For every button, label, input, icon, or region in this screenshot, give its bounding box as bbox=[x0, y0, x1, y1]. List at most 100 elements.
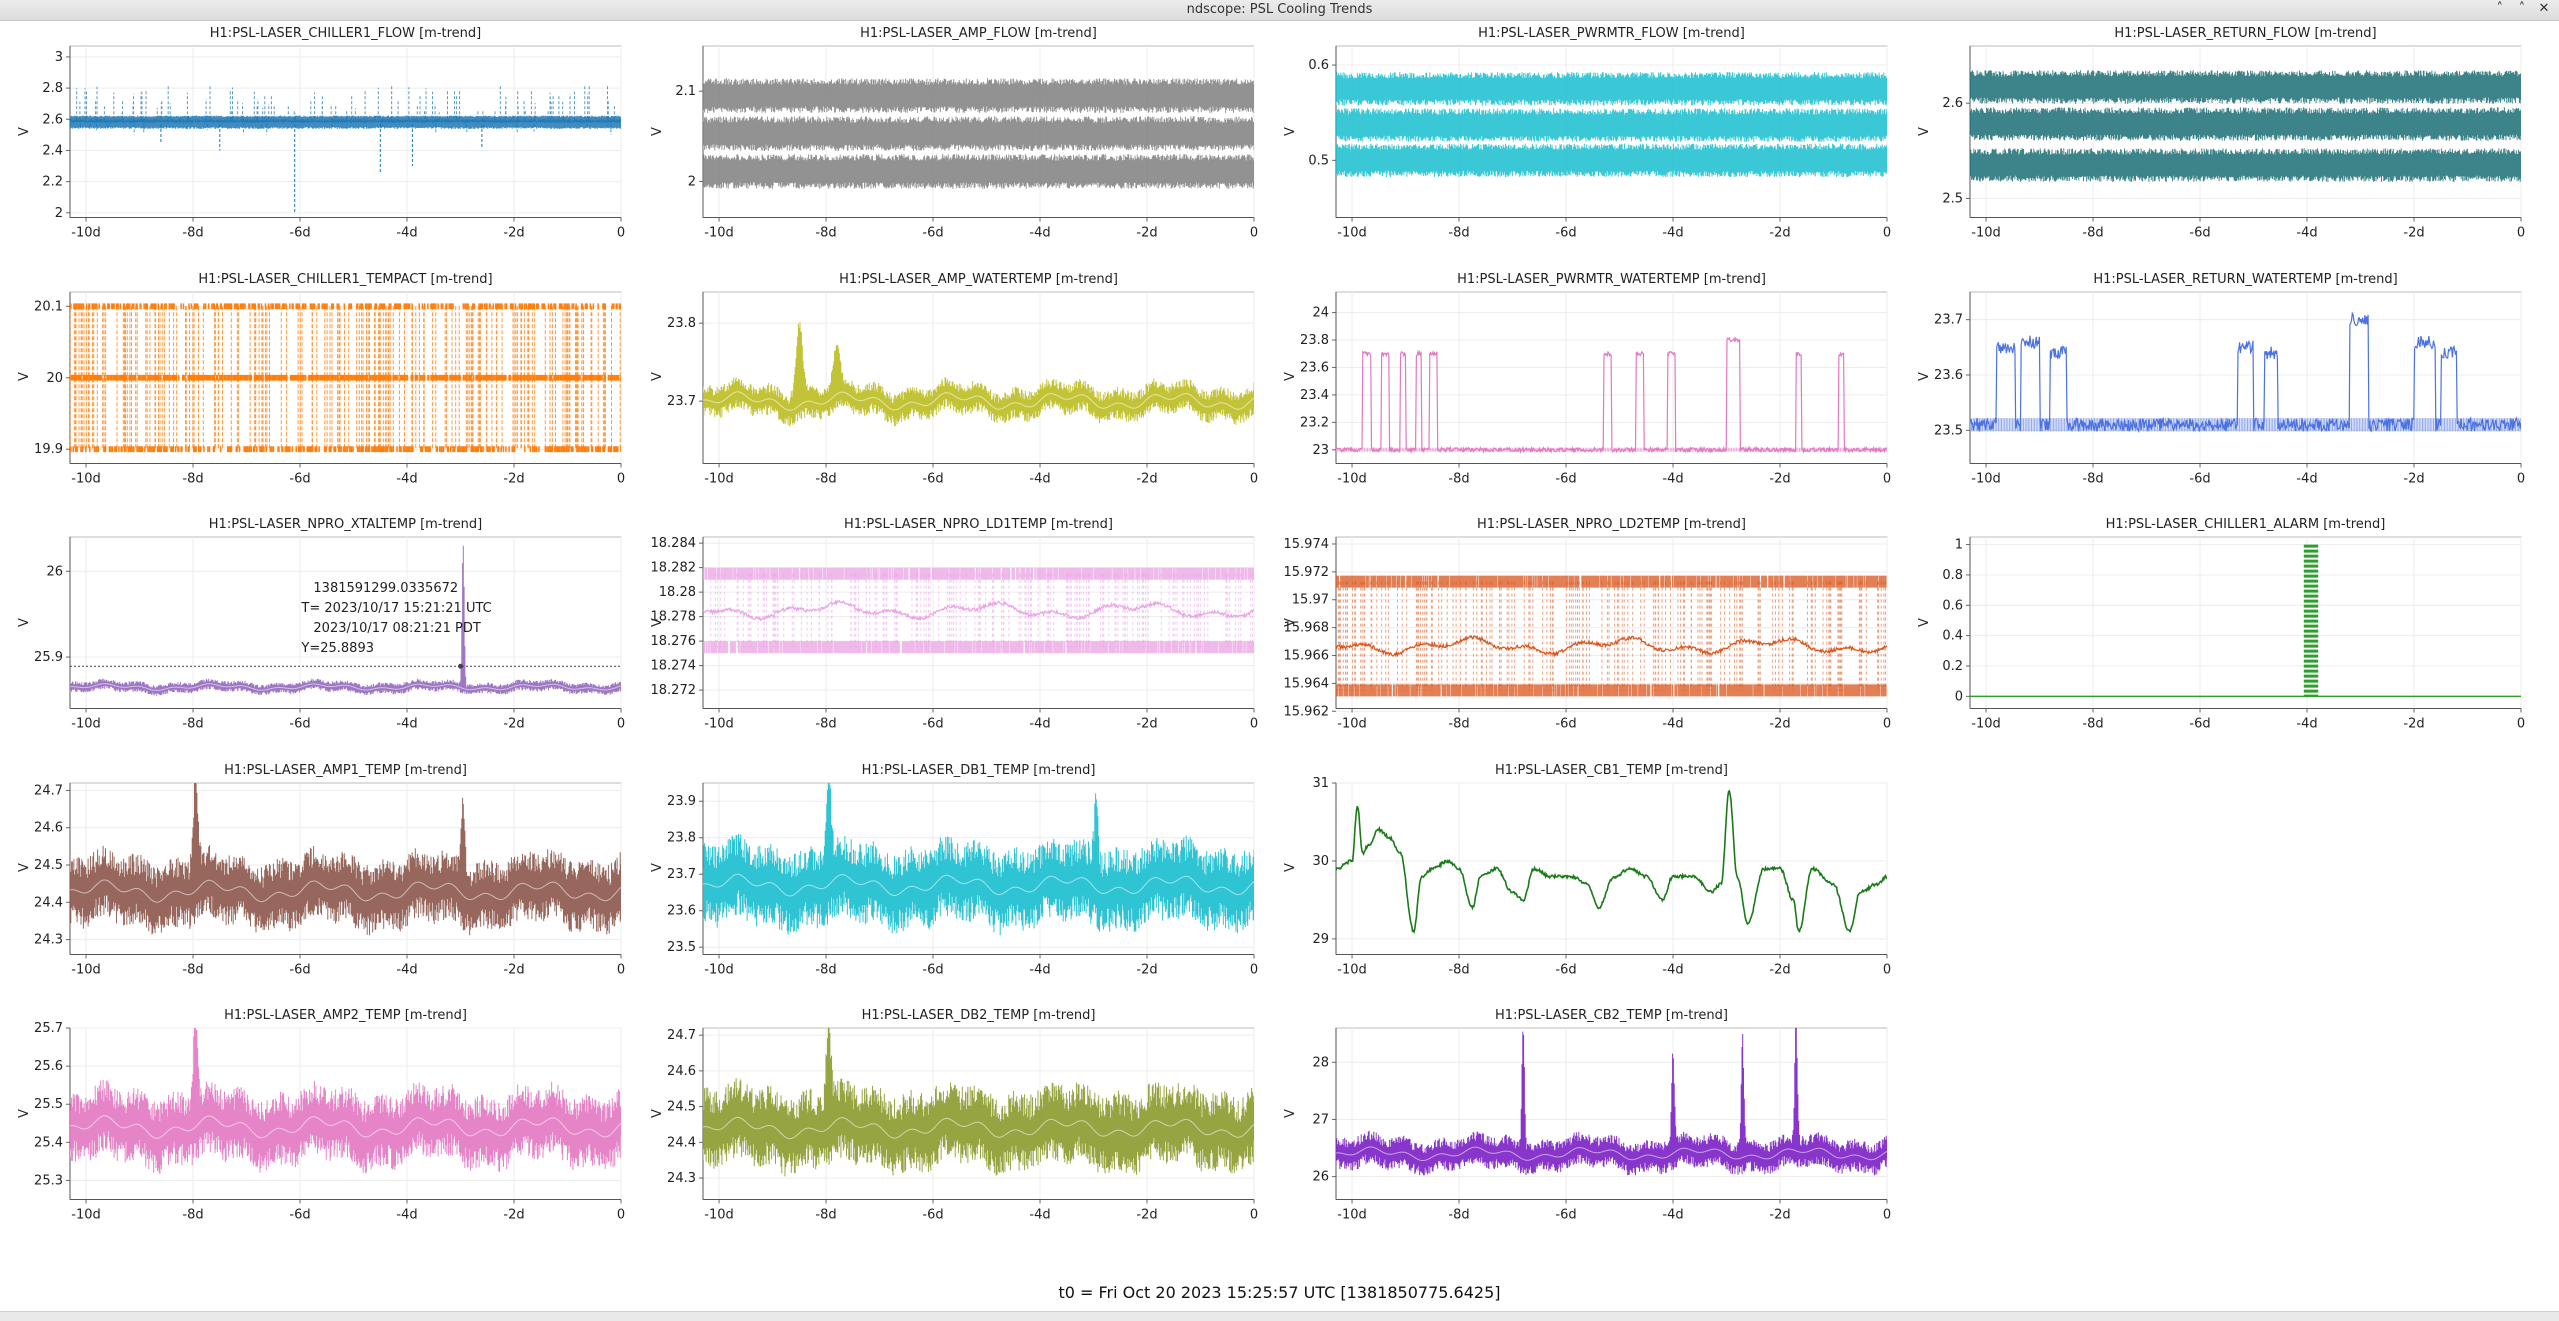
plot-svg[interactable]: 0.5 0.6 -10d -8d -6d -4d -2d 0 bbox=[1266, 20, 1899, 266]
plot-svg[interactable]: 19.9 20 20.1 -10d -8d -6d -4d -2d 0 bbox=[0, 266, 633, 512]
plot-svg[interactable]: 15.962 15.964 15.966 15.968 15.97 15.972 15.97… bbox=[1266, 511, 1899, 757]
plot-p12[interactable]: H1:PSL-LASER_AMP1_TEMP [m-trend] V 24.3 24.… bbox=[0, 757, 633, 1003]
x-tick-label: -6d bbox=[922, 1208, 943, 1223]
maximize-icon[interactable]: ˄ bbox=[2518, 1, 2526, 16]
x-tick-label: -4d bbox=[2296, 226, 2317, 241]
plot-svg[interactable]: 23.7 23.8 -10d -8d -6d -4d -2d 0 bbox=[633, 266, 1266, 512]
plot-p15[interactable]: H1:PSL-LASER_AMP2_TEMP [m-trend] V 25.3 25.… bbox=[0, 1002, 633, 1248]
x-tick-label: -4d bbox=[1029, 962, 1050, 977]
plot-area[interactable] bbox=[69, 45, 622, 218]
plot-p5[interactable]: H1:PSL-LASER_AMP_WATERTEMP [m-trend] V 23.… bbox=[633, 266, 1266, 512]
series-band bbox=[70, 119, 621, 129]
plot-area[interactable] bbox=[1335, 536, 1888, 709]
plot-svg[interactable]: 24.3 24.4 24.5 24.6 24.7 -10d -8d -6d -4d -2d 0 bbox=[0, 757, 633, 1003]
plot-p2[interactable]: H1:PSL-LASER_PWRMTR_FLOW [m-trend] V 0.5 0.… bbox=[1266, 20, 1899, 266]
y-tick-label: 25.5 bbox=[34, 1097, 63, 1112]
y-tick-label: 15.974 bbox=[1284, 537, 1330, 552]
y-tick-label: 2 bbox=[55, 206, 63, 221]
plot-p14[interactable]: H1:PSL-LASER_CB1_TEMP [m-trend] V 29 30 31 -1… bbox=[1266, 757, 1899, 1003]
series-digital-level bbox=[1336, 575, 1887, 588]
x-tick-label: -2d bbox=[1136, 471, 1157, 486]
cursor-marker[interactable] bbox=[458, 663, 464, 669]
series-baseline bbox=[1970, 417, 2521, 431]
series-level bbox=[70, 374, 621, 381]
plot-svg[interactable]: 26 27 28 -10d -8d -6d -4d -2d 0 bbox=[1266, 1002, 1899, 1248]
plot-p0[interactable]: H1:PSL-LASER_CHILLER1_FLOW [m-trend] V 2 2.… bbox=[0, 20, 633, 266]
series-mean bbox=[70, 1115, 621, 1139]
plot-p10[interactable]: H1:PSL-LASER_NPRO_LD2TEMP [m-trend] V 15.9… bbox=[1266, 511, 1899, 757]
plot-p11[interactable]: H1:PSL-LASER_CHILLER1_ALARM [m-trend] V 0 0… bbox=[1900, 511, 2533, 757]
y-tick-label: 15.966 bbox=[1284, 649, 1330, 664]
window-titlebar[interactable]: ndscope: PSL Cooling Trends ˄ ˄ ✕ bbox=[0, 0, 2559, 21]
x-tick-label: -10d bbox=[1971, 226, 2001, 241]
plot-area[interactable] bbox=[69, 536, 622, 709]
plot-title: H1:PSL-LASER_CHILLER1_FLOW [m-trend] bbox=[209, 26, 482, 41]
plot-title: H1:PSL-LASER_NPRO_LD2TEMP [m-trend] bbox=[1477, 517, 1746, 532]
series-envelope bbox=[703, 1028, 1254, 1177]
x-tick-label: -10d bbox=[71, 962, 101, 977]
x-tick-label: -2d bbox=[1769, 226, 1790, 241]
plot-p13[interactable]: H1:PSL-LASER_DB1_TEMP [m-trend] V 23.5 23.6… bbox=[633, 757, 1266, 1003]
plot-p9[interactable]: H1:PSL-LASER_NPRO_LD1TEMP [m-trend] V 18.2… bbox=[633, 511, 1266, 757]
plot-svg[interactable]: 18.272 18.274 18.276 18.278 18.28 18.282 18.28… bbox=[633, 511, 1266, 757]
x-tick-label: -8d bbox=[182, 471, 203, 486]
plot-p16[interactable]: H1:PSL-LASER_DB2_TEMP [m-trend] V 24.3 24.4… bbox=[633, 1002, 1266, 1248]
plot-p6[interactable]: H1:PSL-LASER_PWRMTR_WATERTEMP [m-trend] V… bbox=[1266, 266, 1899, 512]
plot-svg[interactable]: 23 23.2 23.4 23.6 23.8 24 -10d -8d -6d -4d -2d 0 bbox=[1266, 266, 1899, 512]
x-tick-label: 0 bbox=[1883, 471, 1891, 486]
y-tick-label: 3 bbox=[55, 50, 63, 65]
plot-area[interactable] bbox=[702, 291, 1255, 464]
plot-svg[interactable]: 23.5 23.6 23.7 23.8 23.9 -10d -8d -6d -4d -2d 0 bbox=[633, 757, 1266, 1003]
plot-title: H1:PSL-LASER_RETURN_FLOW [m-trend] bbox=[2114, 26, 2377, 41]
plot-area[interactable] bbox=[1969, 291, 2522, 464]
x-tick-label: -2d bbox=[1769, 717, 1790, 732]
plot-title: H1:PSL-LASER_CB2_TEMP [m-trend] bbox=[1495, 1008, 1728, 1023]
plot-title: H1:PSL-LASER_AMP_WATERTEMP [m-trend] bbox=[839, 271, 1118, 287]
t0-footer: t0 = Fri Oct 20 2023 15:25:57 UTC [13818… bbox=[1058, 1283, 1501, 1302]
series-mean bbox=[703, 873, 1254, 897]
y-tick-label: 23.6 bbox=[1300, 360, 1329, 375]
plot-p4[interactable]: H1:PSL-LASER_CHILLER1_TEMPACT [m-trend] V… bbox=[0, 266, 633, 512]
y-tick-label: 15.964 bbox=[1284, 676, 1330, 691]
plot-svg[interactable]: 0 0.2 0.4 0.6 0.8 1 -10d -8d -6d -4d -2d 0 bbox=[1900, 511, 2533, 757]
y-tick-label: 30 bbox=[1312, 853, 1329, 868]
plot-p1[interactable]: H1:PSL-LASER_AMP_FLOW [m-trend] V 2 2.1 -10d… bbox=[633, 20, 1266, 266]
plot-svg[interactable]: 2 2.1 -10d -8d -6d -4d -2d 0 bbox=[633, 20, 1266, 266]
y-tick-label: 0 bbox=[1955, 689, 1963, 704]
series-mean bbox=[703, 1116, 1254, 1140]
plot-title: H1:PSL-LASER_DB2_TEMP [m-trend] bbox=[861, 1008, 1096, 1023]
x-tick-label: -6d bbox=[922, 962, 943, 977]
y-tick-label: 23.9 bbox=[667, 794, 696, 809]
minimize-icon[interactable]: ˄ bbox=[2496, 1, 2503, 16]
x-tick-label: 0 bbox=[2517, 717, 2525, 732]
series-alarm bbox=[2303, 544, 2319, 697]
x-tick-label: 0 bbox=[1250, 1208, 1258, 1223]
plot-svg[interactable]: 25.3 25.4 25.5 25.6 25.7 -10d -8d -6d -4d -2d 0 bbox=[0, 1002, 633, 1248]
plot-svg[interactable]: 2 2.2 2.4 2.6 2.8 3 -10d -8d -6d -4d -2d 0 bbox=[0, 20, 633, 266]
x-tick-label: -4d bbox=[396, 471, 417, 486]
plot-p7[interactable]: H1:PSL-LASER_RETURN_WATERTEMP [m-trend] V… bbox=[1900, 266, 2533, 512]
x-tick-label: 0 bbox=[617, 226, 625, 241]
plot-svg[interactable]: 29 30 31 -10d -8d -6d -4d -2d 0 bbox=[1266, 757, 1899, 1003]
plot-svg[interactable]: 25.9 26 -10d -8d -6d -4d -2d 0 1381591299.033567… bbox=[0, 511, 633, 757]
plot-p3[interactable]: H1:PSL-LASER_RETURN_FLOW [m-trend] V 2.5 2.… bbox=[1900, 20, 2533, 266]
x-tick-label: -4d bbox=[1662, 471, 1683, 486]
x-tick-label: 0 bbox=[1250, 226, 1258, 241]
plot-area[interactable] bbox=[1335, 782, 1888, 955]
y-tick-label: 23.8 bbox=[667, 316, 696, 331]
x-tick-label: -6d bbox=[922, 717, 943, 732]
series-level bbox=[70, 445, 621, 452]
plot-title: H1:PSL-LASER_AMP2_TEMP [m-trend] bbox=[224, 1008, 467, 1023]
plot-svg[interactable]: 2.5 2.6 -10d -8d -6d -4d -2d 0 bbox=[1900, 20, 2533, 266]
y-tick-label: 1 bbox=[1955, 538, 1963, 553]
close-icon[interactable]: ✕ bbox=[2538, 1, 2550, 16]
plot-svg[interactable]: 24.3 24.4 24.5 24.6 24.7 -10d -8d -6d -4d -2d 0 bbox=[633, 1002, 1266, 1248]
x-tick-label: -6d bbox=[922, 226, 943, 241]
plot-svg[interactable]: 23.5 23.6 23.7 -10d -8d -6d -4d -2d 0 bbox=[1900, 266, 2533, 512]
x-tick-label: 0 bbox=[617, 471, 625, 486]
plot-area[interactable] bbox=[1335, 1027, 1888, 1200]
plot-title: H1:PSL-LASER_NPRO_XTALTEMP [m-trend] bbox=[208, 517, 483, 532]
plot-p8[interactable]: H1:PSL-LASER_NPRO_XTALTEMP [m-trend] V 25.… bbox=[0, 511, 633, 757]
plot-p17[interactable]: H1:PSL-LASER_CB2_TEMP [m-trend] V 26 27 28 -1… bbox=[1266, 1002, 1899, 1248]
plot-area[interactable] bbox=[1969, 536, 2522, 709]
